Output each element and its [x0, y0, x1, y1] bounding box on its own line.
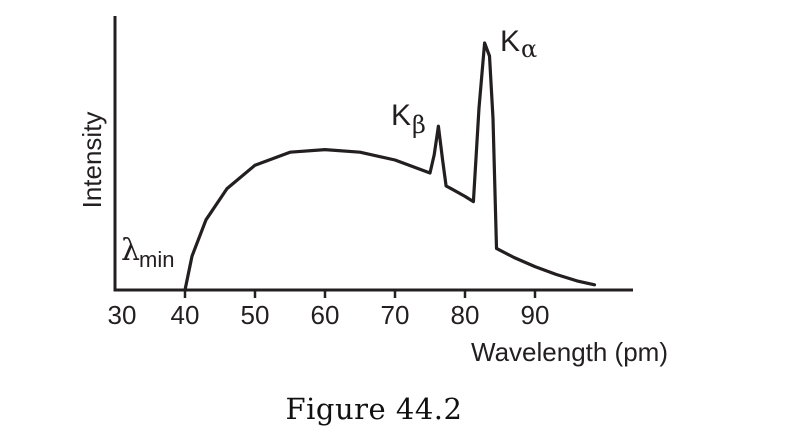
- lambda-subscript: min: [139, 247, 174, 272]
- lambda-symbol: λ: [121, 233, 140, 268]
- y-axis-title: Intensity: [77, 112, 107, 209]
- x-axis-title: Wavelength (pm): [471, 337, 668, 367]
- x-axis-tick-labels: 30 40 50 60 70 80 90: [108, 300, 550, 330]
- spectrum-curve: [183, 41, 597, 292]
- x-tick-label: 90: [521, 300, 550, 330]
- k-alpha-subscript: α: [521, 35, 537, 63]
- k-alpha-letter: K: [500, 25, 520, 58]
- k-beta-subscript: β: [412, 111, 426, 139]
- x-tick-label: 70: [381, 300, 410, 330]
- k-beta-label: K β: [391, 99, 426, 139]
- x-tick-label: 80: [451, 300, 480, 330]
- x-tick-label: 40: [171, 300, 200, 330]
- x-tick-label: 60: [311, 300, 340, 330]
- k-beta-letter: K: [391, 99, 411, 132]
- x-ray-spectrum-chart: 30 40 50 60 70 80 90 Intensity Wavelength (pm)…: [77, 16, 668, 367]
- x-tick-label: 30: [108, 300, 137, 330]
- k-alpha-label: K α: [500, 25, 537, 63]
- x-tick-label: 50: [241, 300, 270, 330]
- figure-caption: Figure 44.2: [285, 392, 463, 426]
- lambda-min-label: λ min: [121, 233, 174, 272]
